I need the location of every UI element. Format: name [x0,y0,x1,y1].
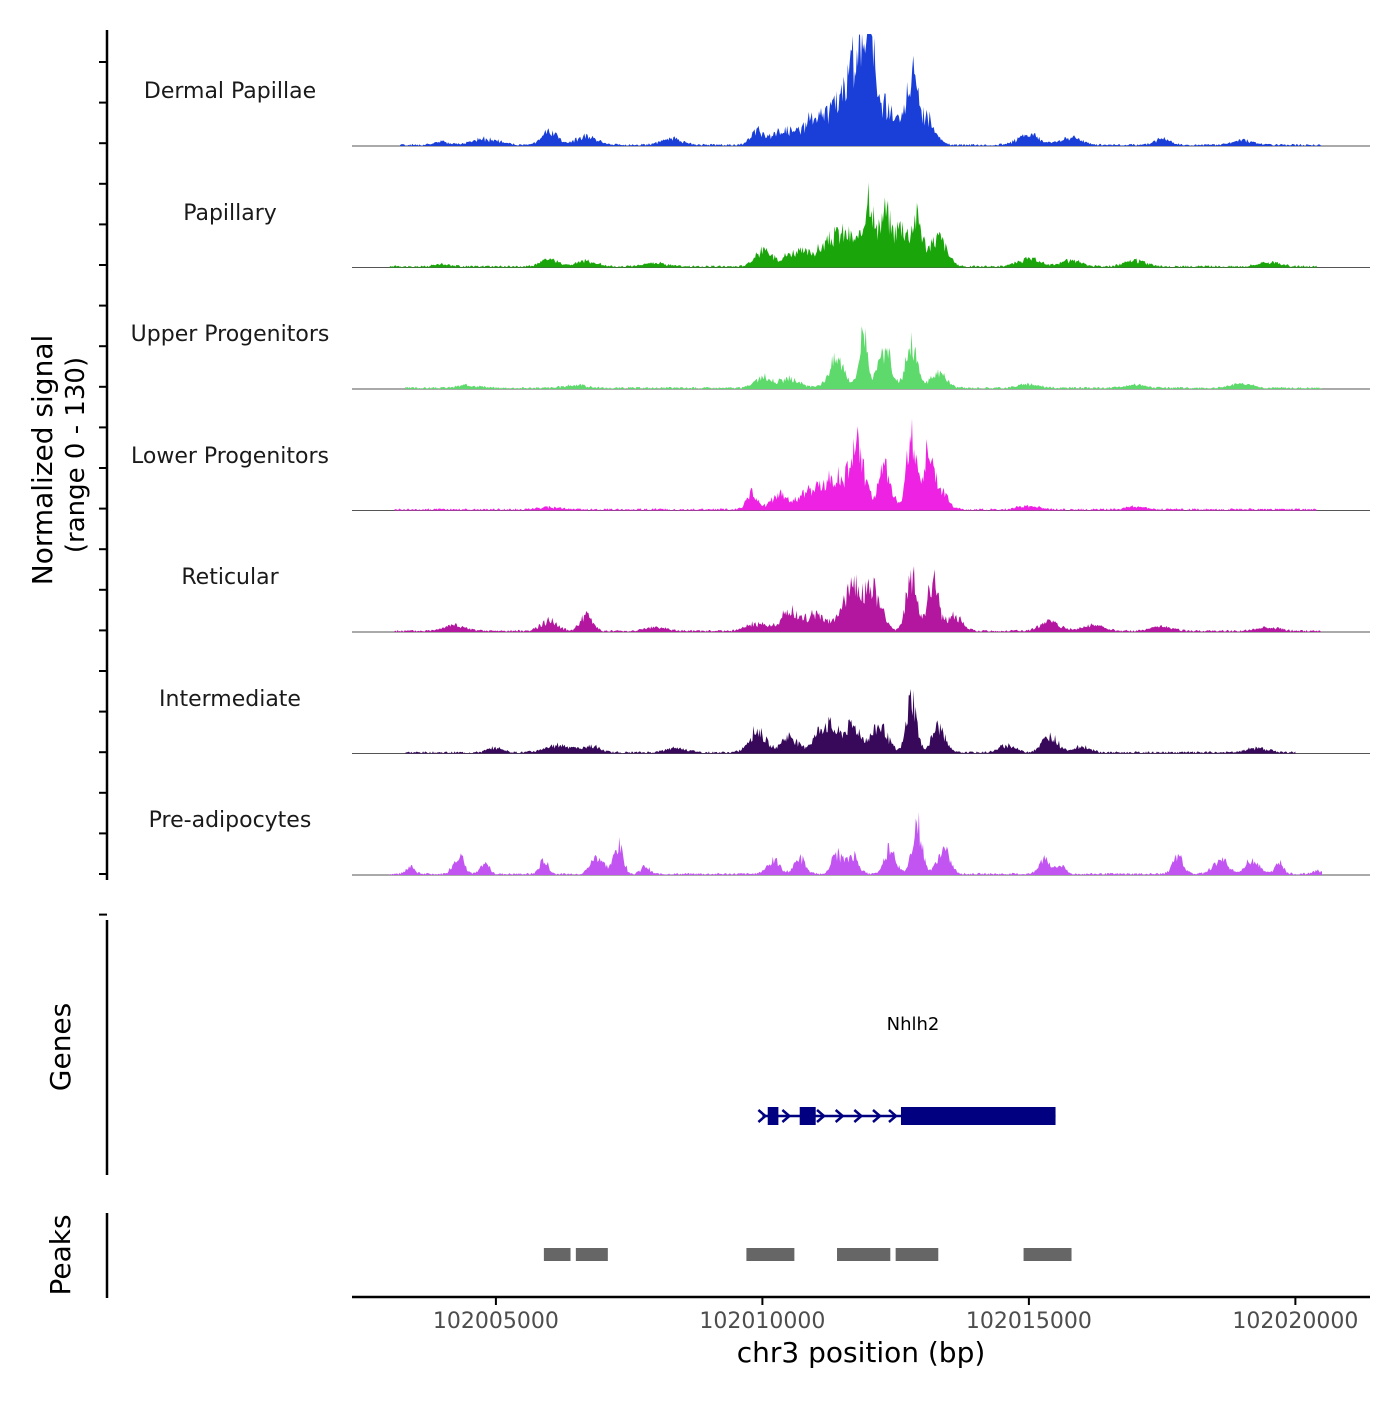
track-intermediate [352,688,1370,754]
track-label-reticular: Reticular [181,565,279,590]
peak-region [746,1248,795,1261]
x-tick-label: 102015000 [966,1309,1092,1334]
track-label-papillary: Papillary [183,201,277,226]
peak-region [543,1248,571,1261]
track-dermal-papillae [352,34,1370,147]
track-label-upper-progenitors: Upper Progenitors [131,322,330,347]
coverage-tracks [352,34,1370,876]
peak-region [575,1248,608,1261]
signal-area [394,418,1317,511]
peak-region [1023,1248,1072,1261]
peak-region [895,1248,939,1261]
track-lower-progenitors [352,418,1370,511]
signal-area [400,34,1322,146]
coverage-y-ticks [99,61,107,916]
y-axis-title: Normalized signal [26,335,59,586]
signal-area [389,182,1317,268]
track-upper-progenitors [352,326,1370,390]
peaks-panel-label: Peaks [44,1214,77,1295]
gene-exon [900,1107,1056,1125]
track-label-lower-progenitors: Lower Progenitors [131,444,329,469]
x-tick-label: 102010000 [699,1309,825,1334]
genes-panel-label: Genes [44,1003,77,1091]
peak-region [837,1248,891,1261]
track-reticular [352,566,1370,633]
gene-exon [767,1107,779,1125]
signal-area [405,688,1296,754]
strand-arrow [872,1109,882,1123]
x-tick-label: 102020000 [1232,1309,1358,1334]
y-axis-subtitle: (range 0 - 130) [61,357,91,553]
x-tick-label: 102005000 [433,1309,559,1334]
track-pre-adipocytes [352,811,1370,876]
strand-arrow [816,1109,826,1123]
signal-area [394,566,1323,632]
track-papillary [352,182,1370,268]
signal-area [405,326,1322,389]
x-axis-title: chr3 position (bp) [737,1336,986,1369]
track-label-intermediate: Intermediate [159,687,301,712]
strand-arrow [853,1109,864,1123]
gene-label-nhlh2: Nhlh2 [887,1014,940,1035]
track-label-pre-adipocytes: Pre-adipocytes [149,808,312,833]
strand-arrow [757,1109,768,1123]
track-label-dermal-papillae: Dermal Papillae [144,79,316,104]
gene-model-nhlh2 [757,1107,1056,1125]
strand-arrow [888,1109,898,1123]
signal-area [389,811,1322,875]
gene-exon [799,1107,816,1125]
strand-arrow [781,1109,792,1123]
strand-arrow [834,1109,845,1123]
peak-regions [543,1248,1072,1261]
x-axis-ticks: 102005000 102010000 102015000 102020000 [433,1297,1358,1334]
